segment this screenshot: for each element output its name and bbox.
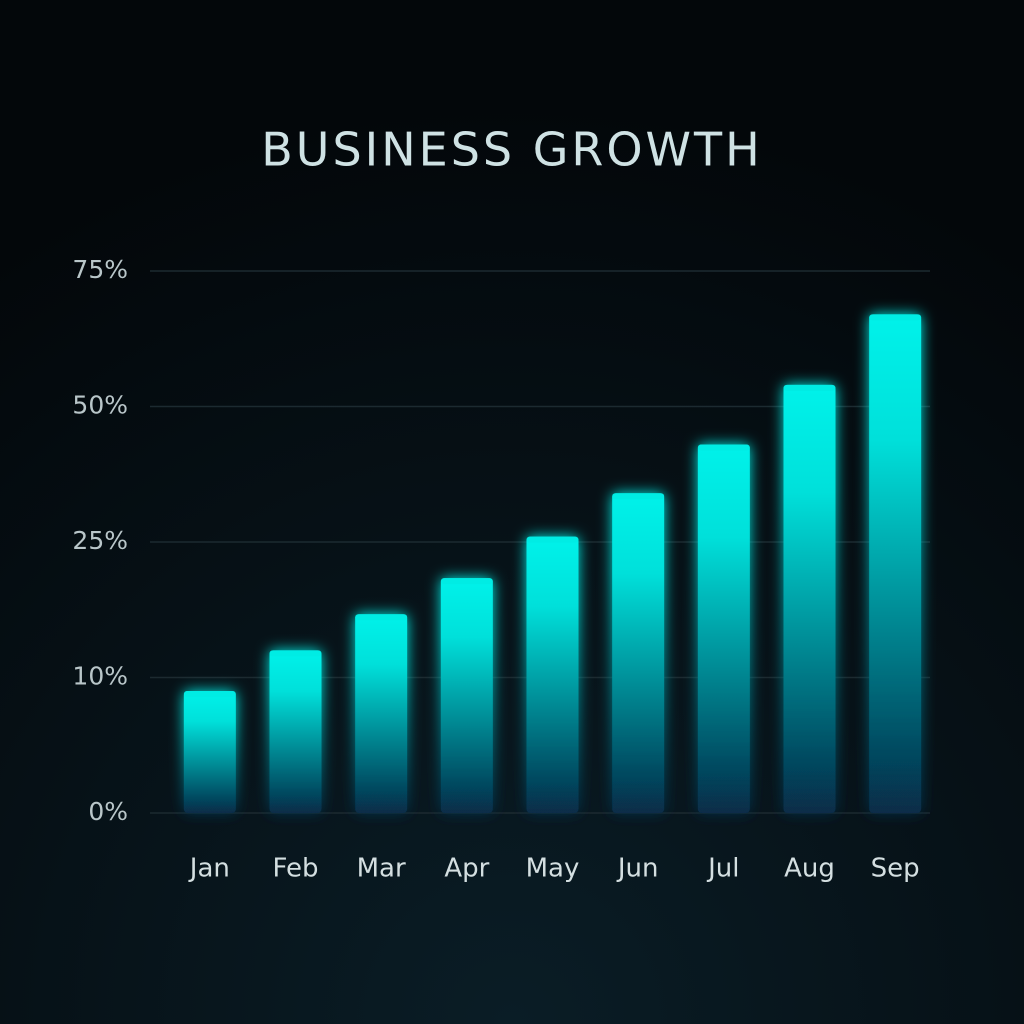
x-tick-label: Aug	[784, 854, 835, 884]
x-tick-label: Apr	[444, 854, 489, 884]
bar	[183, 691, 236, 813]
bar	[869, 314, 922, 813]
x-tick-label: Feb	[272, 854, 318, 884]
y-tick-label: 25%	[72, 526, 128, 555]
bar-cap	[355, 614, 408, 621]
bar	[440, 578, 493, 813]
bar	[269, 650, 322, 813]
bar	[697, 444, 750, 813]
y-tick-label: 50%	[72, 391, 128, 420]
bar-cap	[783, 384, 836, 391]
bar	[612, 493, 665, 813]
x-tick-label: Jan	[188, 854, 230, 884]
x-tick-label: Jul	[706, 854, 739, 884]
bar-cap	[440, 578, 493, 585]
x-tick-label: Mar	[357, 854, 406, 884]
chart-title: BUSINESS GROWTH	[261, 123, 762, 177]
bar-cap	[697, 444, 750, 451]
bar-cap	[269, 650, 322, 657]
y-tick-label: 0%	[88, 797, 128, 826]
y-tick-label: 75%	[72, 255, 128, 284]
bar-cap	[869, 314, 922, 321]
bar	[355, 614, 408, 813]
bar-cap	[183, 691, 236, 698]
bar	[783, 384, 836, 813]
x-tick-label: Jun	[616, 854, 659, 884]
y-tick-label: 10%	[72, 662, 128, 691]
x-tick-label: Sep	[871, 854, 920, 884]
bar-cap	[526, 536, 579, 543]
bar-cap	[612, 493, 665, 500]
x-tick-label: May	[526, 854, 580, 884]
bar	[526, 536, 579, 813]
